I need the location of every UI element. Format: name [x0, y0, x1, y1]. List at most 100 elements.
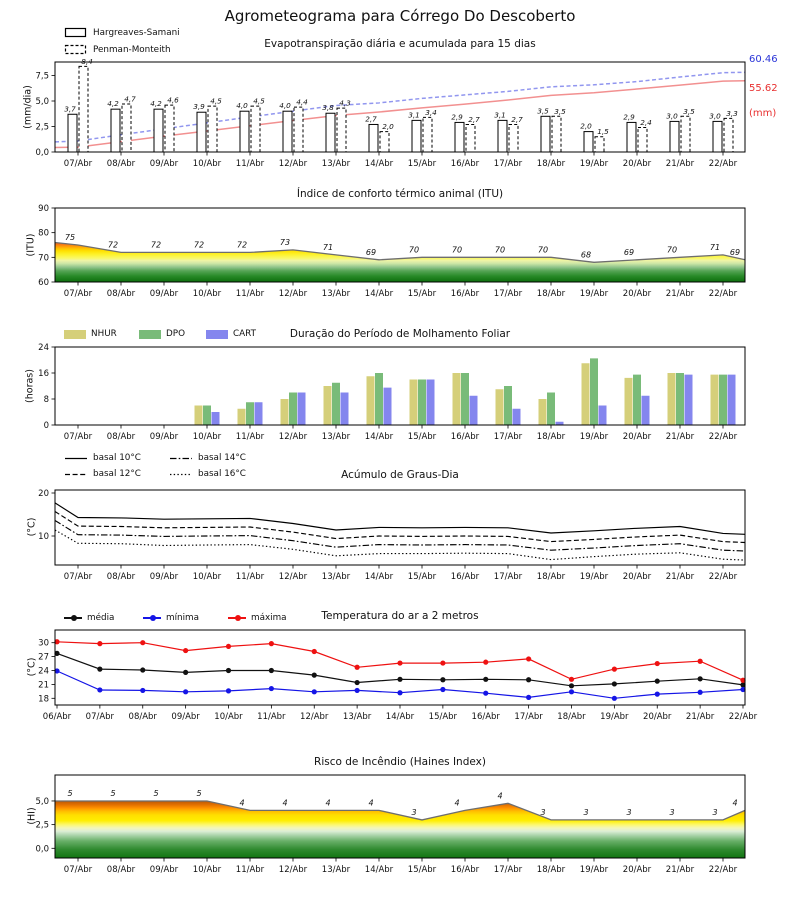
cart-swatch-icon: [206, 329, 228, 339]
svg-text:3,5: 3,5: [554, 107, 566, 116]
svg-text:10/Abr: 10/Abr: [214, 712, 243, 722]
svg-text:20/Abr: 20/Abr: [623, 572, 652, 582]
legend-hargreaves-label: Hargreaves-Samani: [93, 27, 180, 38]
svg-text:68: 68: [581, 250, 591, 259]
dotted-line-swatch-icon: [170, 473, 192, 475]
svg-text:08/Abr: 08/Abr: [107, 572, 136, 582]
svg-text:17/Abr: 17/Abr: [494, 865, 523, 875]
molhamento-bars-DPO: [203, 358, 727, 425]
dashed-line-swatch-icon: [65, 473, 87, 475]
svg-text:18/Abr: 18/Abr: [537, 159, 566, 169]
svg-text:19/Abr: 19/Abr: [600, 712, 629, 722]
svg-text:15/Abr: 15/Abr: [408, 865, 437, 875]
maxima-dot-icon: [235, 615, 241, 621]
svg-text:60: 60: [38, 278, 49, 288]
svg-text:3,1: 3,1: [494, 110, 506, 119]
svg-text:15/Abr: 15/Abr: [408, 572, 437, 582]
svg-text:10/Abr: 10/Abr: [193, 572, 222, 582]
svg-text:1,5: 1,5: [597, 127, 609, 136]
svg-text:19/Abr: 19/Abr: [580, 159, 609, 169]
svg-text:17/Abr: 17/Abr: [494, 432, 523, 442]
temp-title: Temperatura do ar a 2 metros: [321, 610, 479, 622]
svg-text:69: 69: [624, 248, 634, 257]
svg-text:70: 70: [495, 245, 505, 254]
svg-text:14/Abr: 14/Abr: [365, 432, 394, 442]
svg-text:14/Abr: 14/Abr: [365, 289, 394, 299]
svg-text:2,0: 2,0: [580, 122, 592, 131]
svg-text:3: 3: [626, 808, 631, 817]
graus-title: Acúmulo de Graus-Dia: [341, 469, 459, 481]
svg-text:4,2: 4,2: [150, 99, 162, 108]
legend-basal14: basal 14°C: [169, 453, 246, 463]
svg-text:4: 4: [497, 791, 502, 800]
svg-text:4,6: 4,6: [167, 96, 179, 105]
svg-text:16/Abr: 16/Abr: [451, 865, 480, 875]
evapo-bars: 3,7 4,2 4,2 3,9 4,0 4,0 3,8 2,7 3,1 2,9 3,1 3,5 2,0 2…: [64, 57, 738, 153]
molhamento-ylabel: (horas): [24, 369, 36, 403]
svg-text:2,9: 2,9: [623, 112, 635, 121]
itu-ylabel: (ITU): [25, 233, 37, 257]
svg-text:20: 20: [38, 489, 49, 499]
svg-text:0: 0: [44, 421, 49, 431]
svg-text:2,5: 2,5: [35, 123, 49, 133]
svg-text:09/Abr: 09/Abr: [150, 159, 179, 169]
svg-text:3: 3: [411, 808, 416, 817]
svg-text:21/Abr: 21/Abr: [666, 572, 695, 582]
legend-penman: Penman-Monteith: [64, 44, 171, 55]
svg-text:5: 5: [153, 789, 158, 798]
svg-text:4: 4: [368, 798, 373, 807]
svg-text:3,0: 3,0: [709, 111, 721, 120]
legend-nhur: NHUR: [64, 329, 117, 339]
svg-text:20/Abr: 20/Abr: [643, 712, 672, 722]
svg-text:71: 71: [710, 243, 720, 252]
legend-basal10-label: basal 10°C: [93, 453, 141, 463]
svg-text:3,1: 3,1: [408, 110, 420, 119]
haines-curve: [55, 800, 746, 821]
svg-text:11/Abr: 11/Abr: [236, 865, 265, 875]
solid-line-swatch-icon: [65, 457, 87, 459]
svg-text:4,7: 4,7: [124, 95, 136, 104]
svg-text:16/Abr: 16/Abr: [472, 712, 501, 722]
svg-text:22/Abr: 22/Abr: [709, 865, 738, 875]
svg-text:2,7: 2,7: [468, 115, 480, 124]
svg-text:11/Abr: 11/Abr: [236, 159, 265, 169]
svg-text:3,4: 3,4: [425, 108, 437, 117]
svg-text:07/Abr: 07/Abr: [64, 572, 93, 582]
svg-text:2,5: 2,5: [35, 821, 49, 831]
svg-text:09/Abr: 09/Abr: [150, 432, 179, 442]
svg-text:0,0: 0,0: [35, 148, 49, 158]
svg-text:17/Abr: 17/Abr: [494, 572, 523, 582]
svg-text:24: 24: [38, 343, 49, 353]
svg-text:21: 21: [38, 680, 49, 690]
svg-text:19/Abr: 19/Abr: [580, 865, 609, 875]
svg-text:12/Abr: 12/Abr: [279, 865, 308, 875]
svg-text:70: 70: [409, 245, 419, 254]
svg-text:07/Abr: 07/Abr: [64, 432, 93, 442]
svg-text:80: 80: [38, 229, 49, 239]
svg-text:73: 73: [280, 238, 290, 247]
itu-area: [55, 242, 745, 282]
dpo-swatch-icon: [139, 329, 161, 339]
svg-text:5: 5: [67, 789, 72, 798]
svg-text:19/Abr: 19/Abr: [580, 289, 609, 299]
dashed-bar-swatch-icon: [64, 44, 87, 55]
evapo-ylabel: (mm/dia): [22, 85, 34, 129]
haines-area: [55, 801, 745, 858]
svg-text:08/Abr: 08/Abr: [129, 712, 158, 722]
nhur-swatch-icon: [64, 329, 86, 339]
svg-text:09/Abr: 09/Abr: [150, 289, 179, 299]
svg-text:08/Abr: 08/Abr: [107, 289, 136, 299]
svg-text:2,7: 2,7: [365, 114, 377, 123]
svg-text:8: 8: [44, 395, 49, 405]
svg-text:72: 72: [194, 240, 204, 249]
svg-text:2,9: 2,9: [451, 112, 463, 121]
svg-text:11/Abr: 11/Abr: [257, 712, 286, 722]
chart-haines: 5 5 5 5 4 4 4 4 3 4 4 3 3 3 3 3 4 07/Abr 08/Abr 09/Abr 10/Ab…: [35, 774, 746, 875]
svg-text:3,8: 3,8: [322, 103, 334, 112]
svg-text:15/Abr: 15/Abr: [429, 712, 458, 722]
legend-media: média: [64, 613, 114, 623]
minima-dot-icon: [150, 615, 156, 621]
svg-text:3: 3: [540, 808, 545, 817]
